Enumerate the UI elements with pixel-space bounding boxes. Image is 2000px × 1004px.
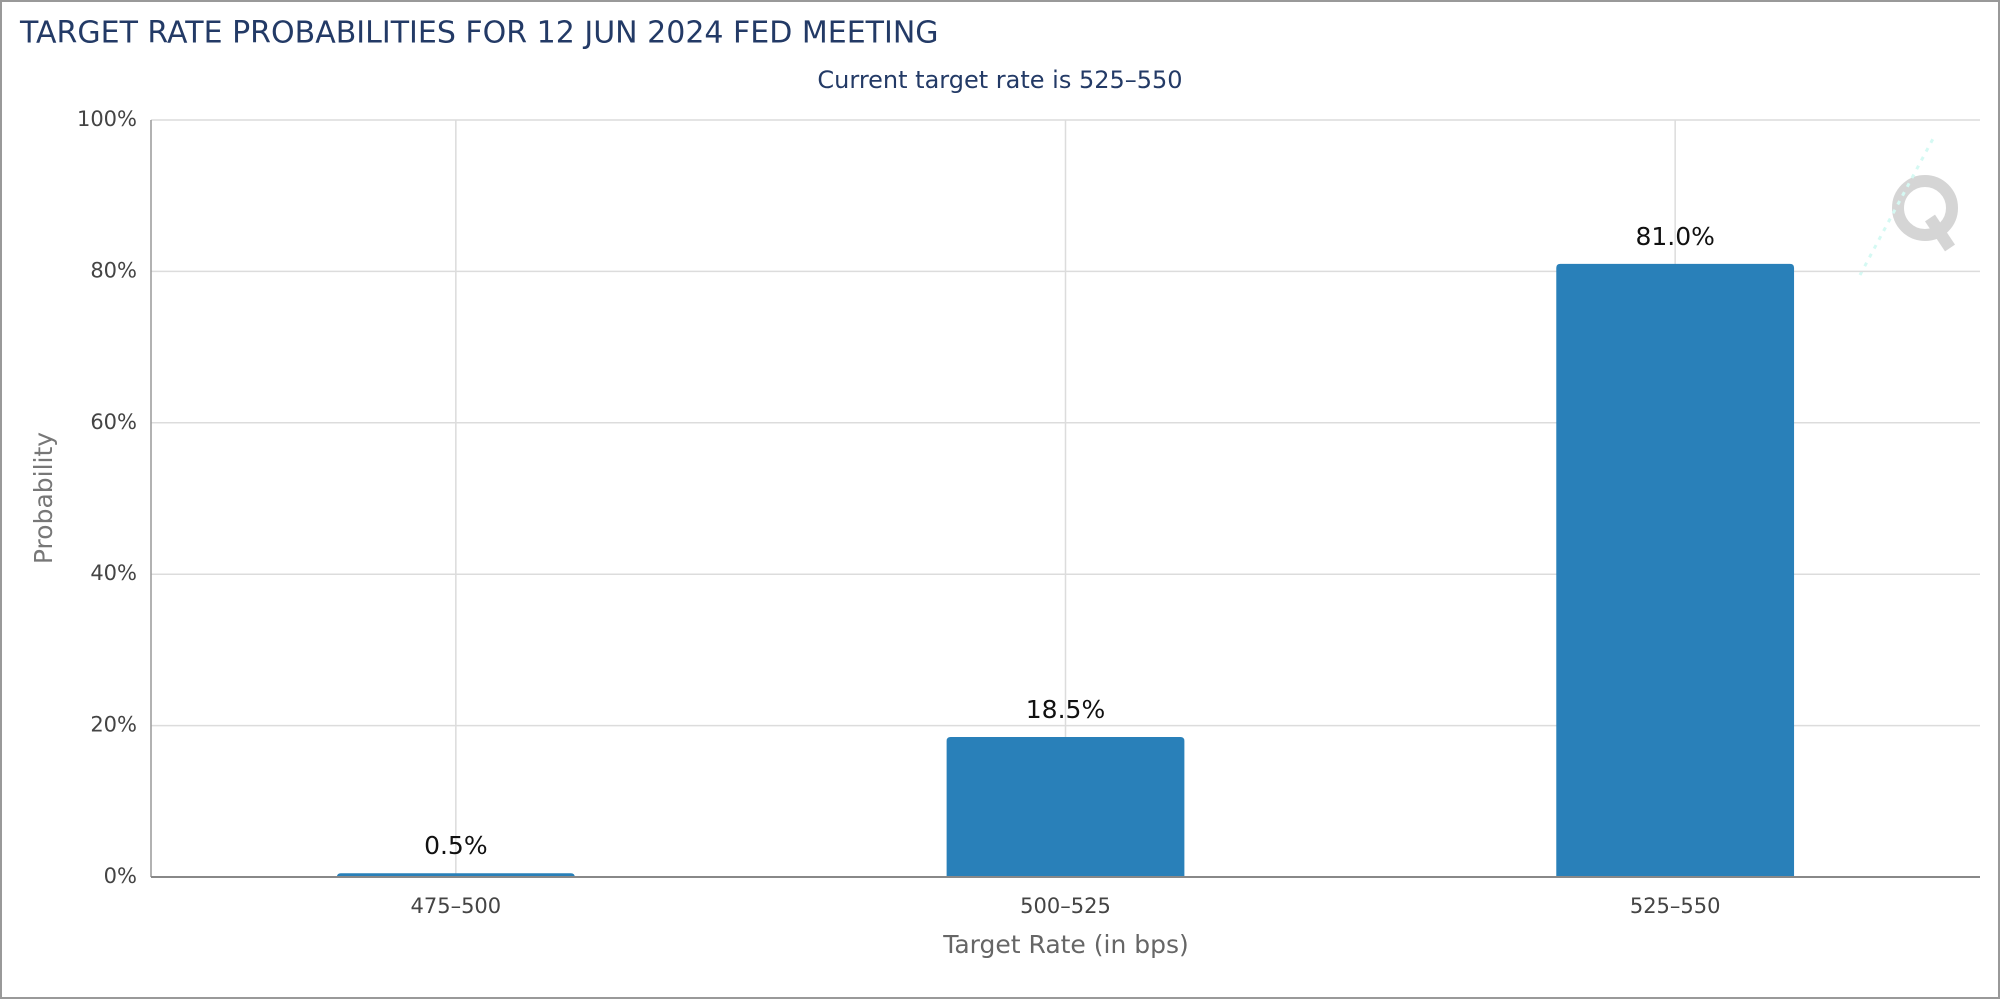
bar — [946, 736, 1185, 877]
y-tick-label: 100% — [77, 107, 137, 131]
y-tick-label: 60% — [90, 410, 137, 434]
x-axis-label: Target Rate (in bps) — [942, 930, 1189, 959]
x-tick-label: 475–500 — [410, 894, 501, 918]
value-label: 0.5% — [424, 831, 488, 860]
y-tick-label: 80% — [90, 258, 137, 282]
x-tick-label: 500–525 — [1020, 894, 1111, 918]
y-tick-label: 40% — [90, 561, 137, 585]
chart-title: TARGET RATE PROBABILITIES FOR 12 JUN 202… — [19, 16, 939, 51]
bar — [1556, 263, 1795, 878]
value-label: 81.0% — [1635, 222, 1714, 251]
chart-subtitle: Current target rate is 525–550 — [817, 66, 1182, 94]
y-tick-label: 20% — [90, 713, 137, 737]
y-axis-label: Probability — [29, 432, 58, 564]
y-tick-label: 0% — [104, 864, 137, 888]
value-label: 18.5% — [1026, 695, 1105, 724]
watermark-logo — [1858, 134, 1958, 276]
x-tick-label: 525–550 — [1630, 894, 1721, 918]
